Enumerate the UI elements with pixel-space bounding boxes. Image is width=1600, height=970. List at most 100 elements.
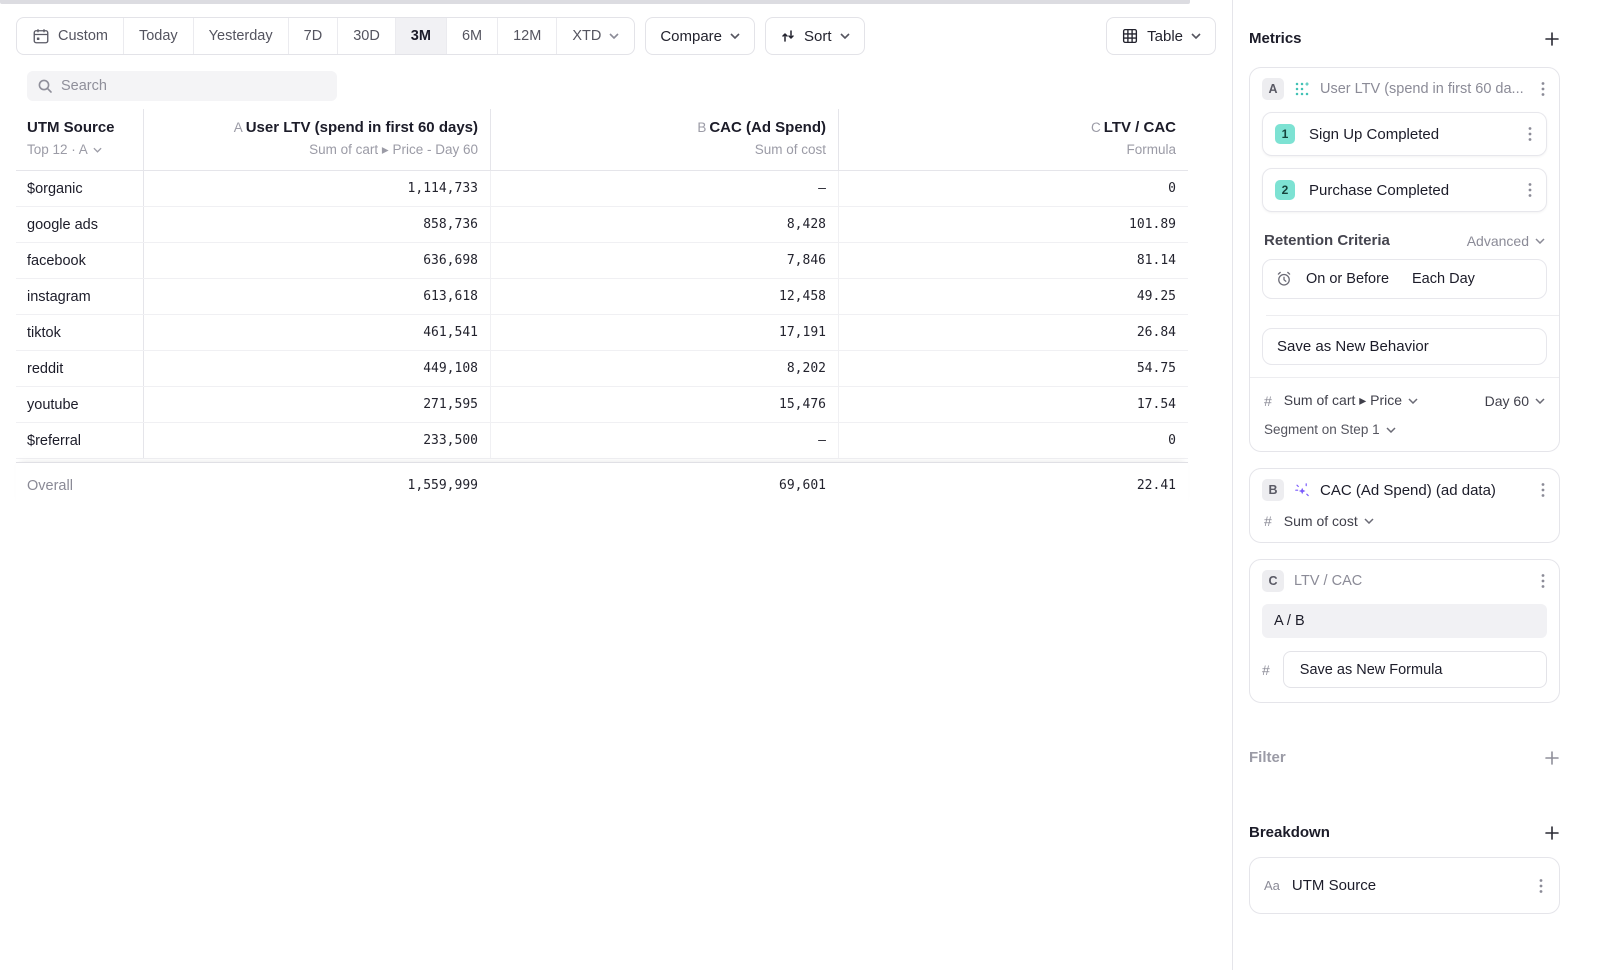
cell-value: 81.14: [838, 243, 1188, 278]
kebab-menu-icon[interactable]: [1539, 571, 1547, 591]
time-range-6m[interactable]: 6M: [447, 18, 499, 54]
column-header-utm-source[interactable]: UTM Source Top 12 · A: [16, 109, 143, 170]
metric-b-header[interactable]: B CAC (Ad Spend) (ad data): [1250, 469, 1559, 511]
cell-value: 8,202: [490, 351, 838, 386]
formula-actions-row: # Save as New Formula: [1262, 651, 1547, 688]
cell-value: 0: [838, 423, 1188, 458]
table-row[interactable]: instagram 613,618 12,458 49.25: [16, 279, 1188, 315]
row-limit-dropdown[interactable]: Top 12 · A: [27, 142, 131, 157]
cell-value: 636,698: [143, 243, 490, 278]
compare-button[interactable]: Compare: [645, 17, 756, 55]
time-range-yesterday[interactable]: Yesterday: [194, 18, 289, 54]
column-header-metric-b[interactable]: B CAC (Ad Spend) Sum of cost: [490, 109, 838, 170]
time-range-label: Custom: [58, 28, 108, 44]
save-as-new-formula-button[interactable]: Save as New Formula: [1282, 651, 1547, 688]
advanced-dropdown[interactable]: Advanced: [1467, 233, 1545, 249]
results-table: UTM Source Top 12 · A A User LTV (spend i…: [16, 109, 1188, 508]
add-filter-button[interactable]: [1544, 750, 1560, 766]
sort-button[interactable]: Sort: [765, 17, 865, 55]
step-1-sign-up-completed[interactable]: 1 Sign Up Completed: [1262, 112, 1547, 156]
metric-letter-badge: A: [1262, 78, 1284, 100]
kebab-menu-icon[interactable]: [1526, 180, 1534, 200]
chevron-down-icon: [93, 147, 102, 153]
metric-a-card: A User LTV (spend in first 60 da... 1 Si…: [1249, 67, 1560, 452]
sort-arrows-icon: [780, 28, 796, 44]
sum-of-cost-dropdown[interactable]: Sum of cost: [1284, 513, 1374, 529]
behavioral-metric-icon: [1294, 81, 1310, 97]
divider: [1250, 377, 1559, 378]
cell-value: 12,458: [490, 279, 838, 314]
column-subtitle: Sum of cart ▸ Price - Day 60: [309, 142, 478, 157]
step-event-name: Purchase Completed: [1309, 181, 1450, 199]
on-or-before-selector[interactable]: On or Before: [1306, 271, 1390, 287]
breakdown-title: Breakdown: [1249, 824, 1330, 841]
cell-value: 101.89: [838, 207, 1188, 242]
segment-on-step-dropdown[interactable]: Segment on Step 1: [1264, 422, 1545, 437]
column-subtitle: Formula: [1126, 142, 1176, 157]
time-range-xtd[interactable]: XTD: [557, 18, 634, 54]
time-range-7d[interactable]: 7D: [289, 18, 339, 54]
column-title: LTV / CAC: [1103, 119, 1176, 136]
metric-c-header[interactable]: C LTV / CAC: [1250, 560, 1559, 602]
table-row[interactable]: tiktok 461,541 17,191 26.84: [16, 315, 1188, 351]
alarm-clock-icon: [1275, 270, 1293, 288]
table-row[interactable]: $referral 233,500 – 0: [16, 423, 1188, 459]
time-range-30d[interactable]: 30D: [338, 18, 396, 54]
step-2-purchase-completed[interactable]: 2 Purchase Completed: [1262, 168, 1547, 212]
kebab-menu-icon[interactable]: [1526, 124, 1534, 144]
column-header-metric-a[interactable]: A User LTV (spend in first 60 days) Sum o…: [143, 109, 490, 170]
metric-b-card: B CAC (Ad Spend) (ad data) # Sum of cost: [1249, 468, 1560, 543]
table-row[interactable]: $organic 1,114,733 – 0: [16, 171, 1188, 207]
day-range-dropdown[interactable]: Day 60: [1485, 393, 1545, 409]
cell-value: 7,846: [490, 243, 838, 278]
step-event-name: Sign Up Completed: [1309, 125, 1440, 143]
kebab-menu-icon[interactable]: [1539, 79, 1547, 99]
time-range-custom[interactable]: Custom: [17, 18, 124, 54]
time-range-today[interactable]: Today: [124, 18, 194, 54]
numeric-type-icon: #: [1264, 392, 1272, 409]
metric-c-card: C LTV / CAC A / B # Save as New Formula: [1249, 559, 1560, 703]
search-bar[interactable]: [27, 71, 337, 101]
toolbar: Custom Today Yesterday 7D 30D 3M 6M 12M …: [16, 17, 1216, 55]
row-label: $organic: [27, 180, 83, 197]
metric-a-header[interactable]: A User LTV (spend in first 60 da...: [1250, 68, 1559, 110]
time-range-3m-active[interactable]: 3M: [395, 18, 447, 54]
table-row[interactable]: google ads 858,736 8,428 101.89: [16, 207, 1188, 243]
kebab-menu-icon[interactable]: [1537, 876, 1545, 896]
breakdown-utm-source-card[interactable]: Aa UTM Source: [1249, 857, 1560, 914]
cell-value: 1,114,733: [143, 171, 490, 206]
kebab-menu-icon[interactable]: [1539, 480, 1547, 500]
cell-value: 233,500: [143, 423, 490, 458]
formula-input[interactable]: A / B: [1262, 604, 1547, 638]
aggregation-property-dropdown[interactable]: Sum of cart ▸ Price: [1284, 392, 1418, 409]
aggregation-row: # Sum of cost: [1264, 513, 1545, 529]
chevron-down-icon: [839, 33, 850, 39]
table-row[interactable]: facebook 636,698 7,846 81.14: [16, 243, 1188, 279]
filter-section-header: Filter: [1249, 749, 1560, 766]
breakdown-section-header: Breakdown: [1249, 824, 1560, 841]
row-label: reddit: [27, 360, 64, 377]
sparkle-cursor-icon: [1294, 482, 1310, 498]
metrics-title: Metrics: [1249, 30, 1302, 47]
step-number-badge: 1: [1275, 124, 1295, 144]
chevron-down-icon: [730, 33, 740, 39]
column-header-metric-c[interactable]: C LTV / CAC Formula: [838, 109, 1188, 170]
view-table-button[interactable]: Table: [1106, 17, 1216, 55]
each-day-selector[interactable]: Each Day: [1412, 271, 1475, 287]
column-title: UTM Source: [27, 119, 115, 136]
time-range-12m[interactable]: 12M: [498, 18, 558, 54]
cell-value: 17,191: [490, 315, 838, 350]
add-breakdown-button[interactable]: [1544, 825, 1560, 841]
cell-value: 613,618: [143, 279, 490, 314]
add-metric-button[interactable]: [1544, 31, 1560, 47]
retention-timing-card[interactable]: On or Before Each Day: [1262, 259, 1547, 299]
overall-label: Overall: [27, 477, 73, 494]
metric-letter-badge: B: [1262, 479, 1284, 501]
cell-value: 449,108: [143, 351, 490, 386]
search-input[interactable]: [61, 78, 327, 94]
top-scroll-shadow: [0, 0, 1190, 4]
chevron-down-icon: [1191, 33, 1201, 39]
table-row[interactable]: reddit 449,108 8,202 54.75: [16, 351, 1188, 387]
save-as-new-behavior-button[interactable]: Save as New Behavior: [1262, 328, 1547, 365]
table-row[interactable]: youtube 271,595 15,476 17.54: [16, 387, 1188, 423]
